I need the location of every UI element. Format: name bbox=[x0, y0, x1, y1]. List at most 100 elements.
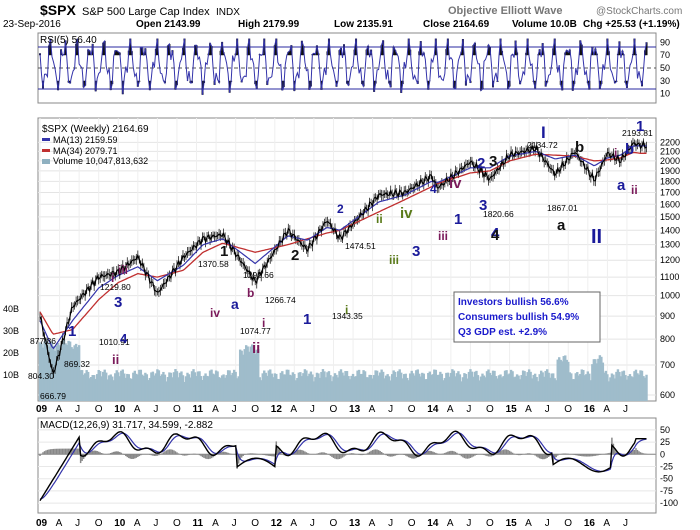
x-tick-label: J bbox=[153, 404, 158, 415]
volume-bar bbox=[117, 372, 120, 401]
annotation-consumers: Consumers bullish 54.9% bbox=[458, 312, 579, 323]
volume-bar bbox=[521, 370, 525, 401]
volume-bar bbox=[464, 373, 468, 401]
volume-bar bbox=[303, 369, 307, 401]
price-tick-label: 2200 bbox=[660, 137, 680, 147]
x-tick-label: O bbox=[173, 404, 181, 415]
volume-bar bbox=[327, 371, 331, 401]
volume-bar bbox=[296, 377, 299, 401]
x-tick-label: O bbox=[486, 404, 494, 415]
volume-bar bbox=[163, 374, 167, 401]
x-tick-label: J bbox=[388, 518, 393, 529]
rsi-tick-label: 30 bbox=[660, 76, 670, 86]
volume-bar bbox=[469, 369, 472, 401]
volume-bar bbox=[401, 378, 404, 401]
volume-bar bbox=[577, 375, 580, 401]
volume-bar bbox=[71, 348, 75, 401]
volume-bar bbox=[514, 376, 517, 401]
volume-bar bbox=[473, 371, 477, 401]
volume-bar bbox=[83, 373, 87, 401]
x-tick-label: 10 bbox=[114, 518, 126, 529]
volume-bar bbox=[324, 377, 328, 401]
price-label: 877.86 bbox=[30, 336, 56, 346]
volume-bar bbox=[446, 372, 450, 401]
volume-bar bbox=[141, 374, 144, 401]
volume-bar bbox=[73, 345, 76, 401]
x-tick-label: 09 bbox=[36, 518, 48, 529]
volume-bar bbox=[437, 374, 441, 401]
volume-bar bbox=[552, 373, 555, 401]
close-value: Close 2164.69 bbox=[423, 19, 490, 30]
volume-bar bbox=[366, 377, 370, 401]
volume-bar bbox=[472, 376, 475, 401]
volume-bar bbox=[157, 370, 161, 401]
volume-bar bbox=[247, 351, 251, 401]
volume-bar bbox=[147, 380, 150, 401]
high-value: High 2179.99 bbox=[238, 19, 300, 30]
legend-ma34: MA(34) 2079.71 bbox=[53, 146, 118, 156]
x-tick-label: 10 bbox=[114, 404, 126, 415]
wave-label: 1 bbox=[636, 118, 644, 135]
volume-bar bbox=[112, 380, 115, 401]
volume-bar bbox=[273, 373, 276, 401]
volume-bar bbox=[470, 371, 474, 401]
volume-bar bbox=[493, 370, 496, 401]
volume-bar bbox=[336, 377, 340, 401]
volume-bar bbox=[630, 376, 633, 401]
price-label: 1292.66 bbox=[243, 270, 274, 280]
volume-bar bbox=[89, 376, 93, 401]
legend-main: $SPX (Weekly) 2164.69 bbox=[42, 124, 149, 135]
price-tick-label: 1600 bbox=[660, 199, 680, 209]
volume-bar bbox=[350, 375, 353, 401]
wave-label: 1 bbox=[220, 243, 228, 260]
volume-bar bbox=[114, 373, 117, 401]
volume-bar bbox=[40, 343, 43, 401]
volume-bar bbox=[428, 371, 431, 401]
volume-bar bbox=[244, 345, 248, 401]
volume-bar bbox=[220, 375, 224, 401]
volume-bar bbox=[317, 373, 320, 401]
annotation-investors: Investors bullish 56.6% bbox=[458, 297, 569, 308]
volume-bar bbox=[272, 377, 275, 401]
volume-bar bbox=[263, 370, 266, 401]
volume-bar bbox=[353, 376, 356, 401]
x-tick-label: J bbox=[466, 518, 471, 529]
volume-bar bbox=[594, 359, 597, 401]
price-label: 2193.81 bbox=[622, 128, 653, 138]
sentiment-box bbox=[453, 291, 601, 343]
volume-bar bbox=[210, 369, 213, 401]
symbol-title: $SPX bbox=[40, 2, 76, 18]
volume-bar bbox=[223, 377, 227, 401]
x-tick-label: 15 bbox=[506, 518, 518, 529]
volume-bar bbox=[565, 359, 568, 401]
volume-bar bbox=[392, 370, 395, 401]
volume-bar bbox=[285, 369, 289, 401]
volume-bar bbox=[406, 377, 409, 401]
volume-bar bbox=[607, 381, 611, 401]
volume-bar bbox=[573, 379, 576, 401]
macd-line bbox=[39, 430, 647, 502]
volume-bar bbox=[80, 370, 84, 401]
volume-bar bbox=[613, 378, 617, 401]
volume-bar bbox=[297, 372, 301, 401]
volume-bar bbox=[41, 347, 45, 401]
x-tick-label: A bbox=[56, 404, 63, 415]
volume-bar bbox=[530, 378, 534, 401]
volume-bar bbox=[509, 369, 513, 401]
volume-bar bbox=[195, 376, 198, 401]
volume-bar bbox=[390, 374, 394, 401]
volume-bar bbox=[499, 374, 502, 401]
volume-bar bbox=[115, 370, 118, 401]
volume-bar bbox=[38, 342, 42, 401]
volume-bar bbox=[347, 376, 350, 401]
volume-bar bbox=[184, 376, 188, 401]
wave-label: a bbox=[231, 296, 239, 312]
volume-bar bbox=[172, 372, 176, 401]
volume-bar bbox=[621, 371, 624, 401]
volume-bar bbox=[344, 371, 347, 401]
x-tick-label: 14 bbox=[427, 518, 439, 529]
volume-bar bbox=[458, 374, 462, 401]
volume-bar bbox=[177, 377, 180, 401]
volume-bar bbox=[65, 344, 69, 401]
volume-bar bbox=[225, 375, 228, 401]
